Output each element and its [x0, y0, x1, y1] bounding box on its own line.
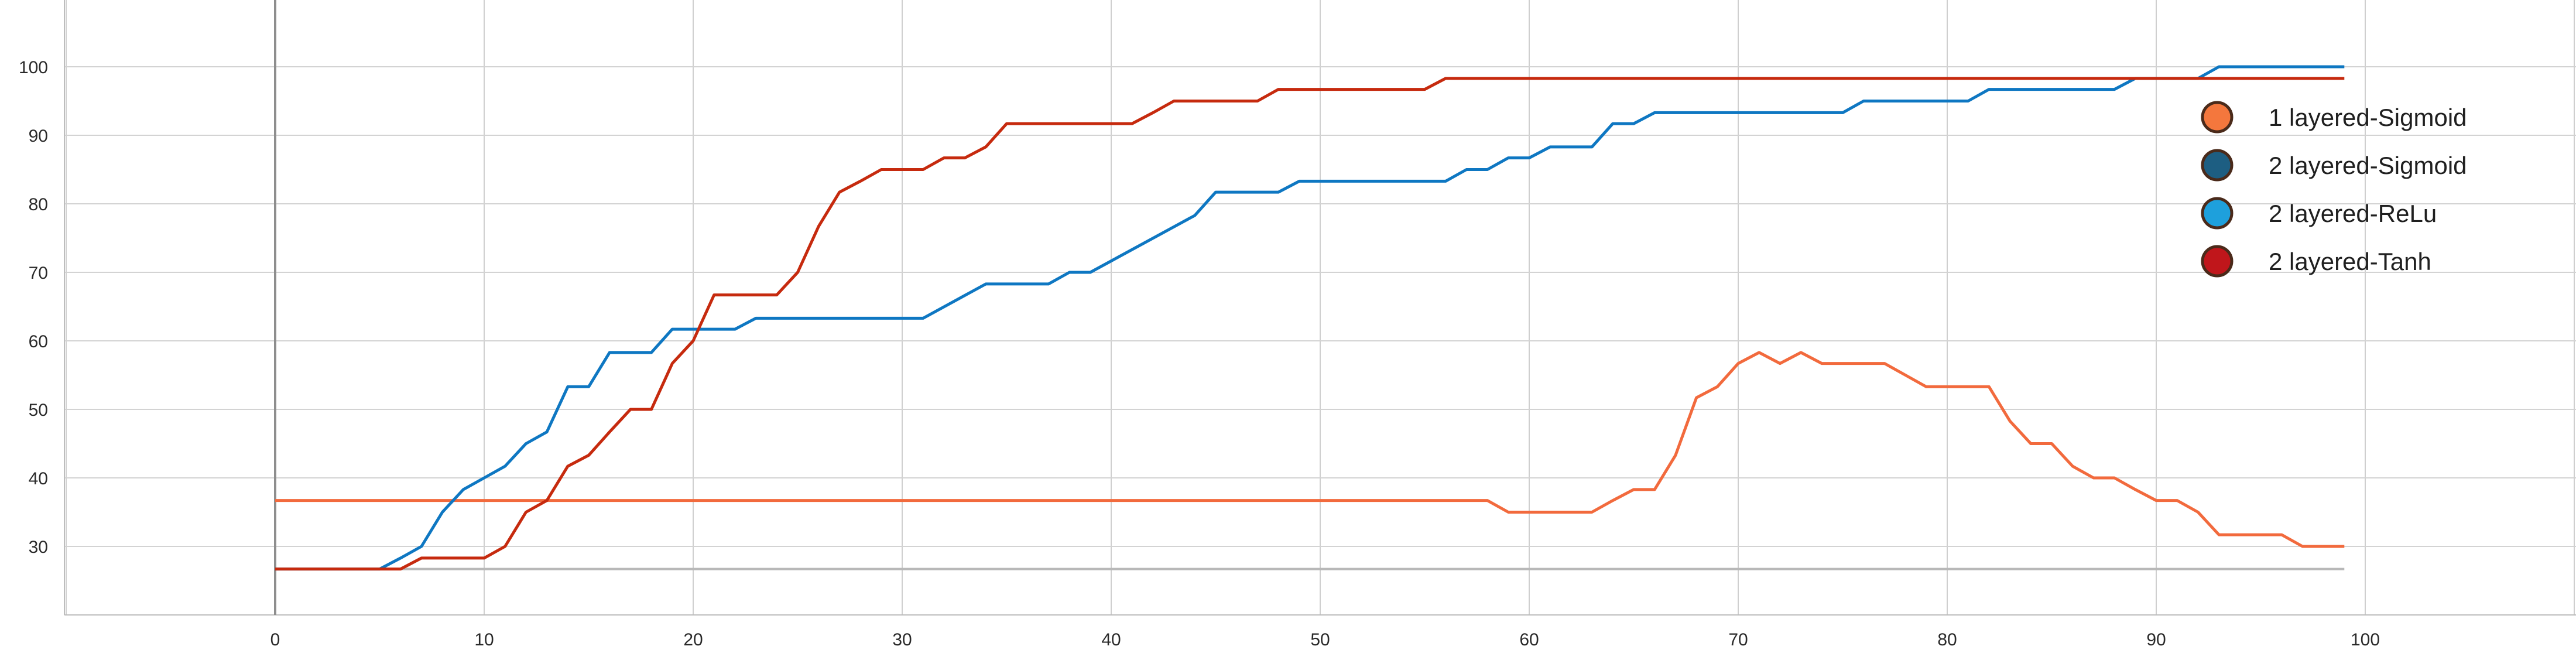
y-tick-label: 80: [29, 195, 48, 214]
legend-label: 2 layered-ReLu: [2269, 200, 2437, 227]
series-line: [275, 351, 2345, 548]
y-tick-label: 70: [29, 264, 48, 283]
x-tick-label: 30: [892, 630, 912, 649]
series-line: [275, 65, 2345, 571]
x-tick-label: 0: [270, 630, 280, 649]
y-tick-label: 60: [29, 332, 48, 351]
y-tick-label: 40: [29, 469, 48, 488]
x-tick-label: 50: [1310, 630, 1330, 649]
legend-marker: [2201, 149, 2234, 182]
legend-label: 1 layered-Sigmoid: [2269, 104, 2467, 131]
x-tick-label: 90: [2146, 630, 2166, 649]
x-tick-label: 60: [1519, 630, 1539, 649]
grid: [64, 0, 2576, 616]
tick-labels: 30 40 50 60 70 80 90 100 0 10 20 30 40 50 60 70 80 90 100: [19, 58, 2380, 649]
legend-label: 2 layered-Tanh: [2269, 248, 2431, 275]
series-line: [275, 77, 2345, 571]
legend-marker: [2201, 245, 2234, 278]
x-tick-label: 70: [1728, 630, 1748, 649]
legend-marker: [2201, 101, 2234, 134]
x-tick-label: 10: [474, 630, 494, 649]
axes: [64, 0, 2576, 616]
y-tick-label: 90: [29, 127, 48, 146]
y-tick-label: 50: [29, 401, 48, 420]
legend: 1 layered-Sigmoid 2 layered-Sigmoid 2 laye…: [2201, 101, 2467, 278]
series-lines: [275, 65, 2345, 571]
legend-marker: [2201, 197, 2234, 230]
x-tick-label: 40: [1101, 630, 1121, 649]
x-tick-label: 20: [683, 630, 703, 649]
legend-label: 2 layered-Sigmoid: [2269, 152, 2467, 179]
x-tick-label: 80: [1937, 630, 1957, 649]
y-tick-label: 30: [29, 538, 48, 557]
x-tick-label: 100: [2351, 630, 2380, 649]
y-tick-label: 100: [19, 58, 48, 77]
